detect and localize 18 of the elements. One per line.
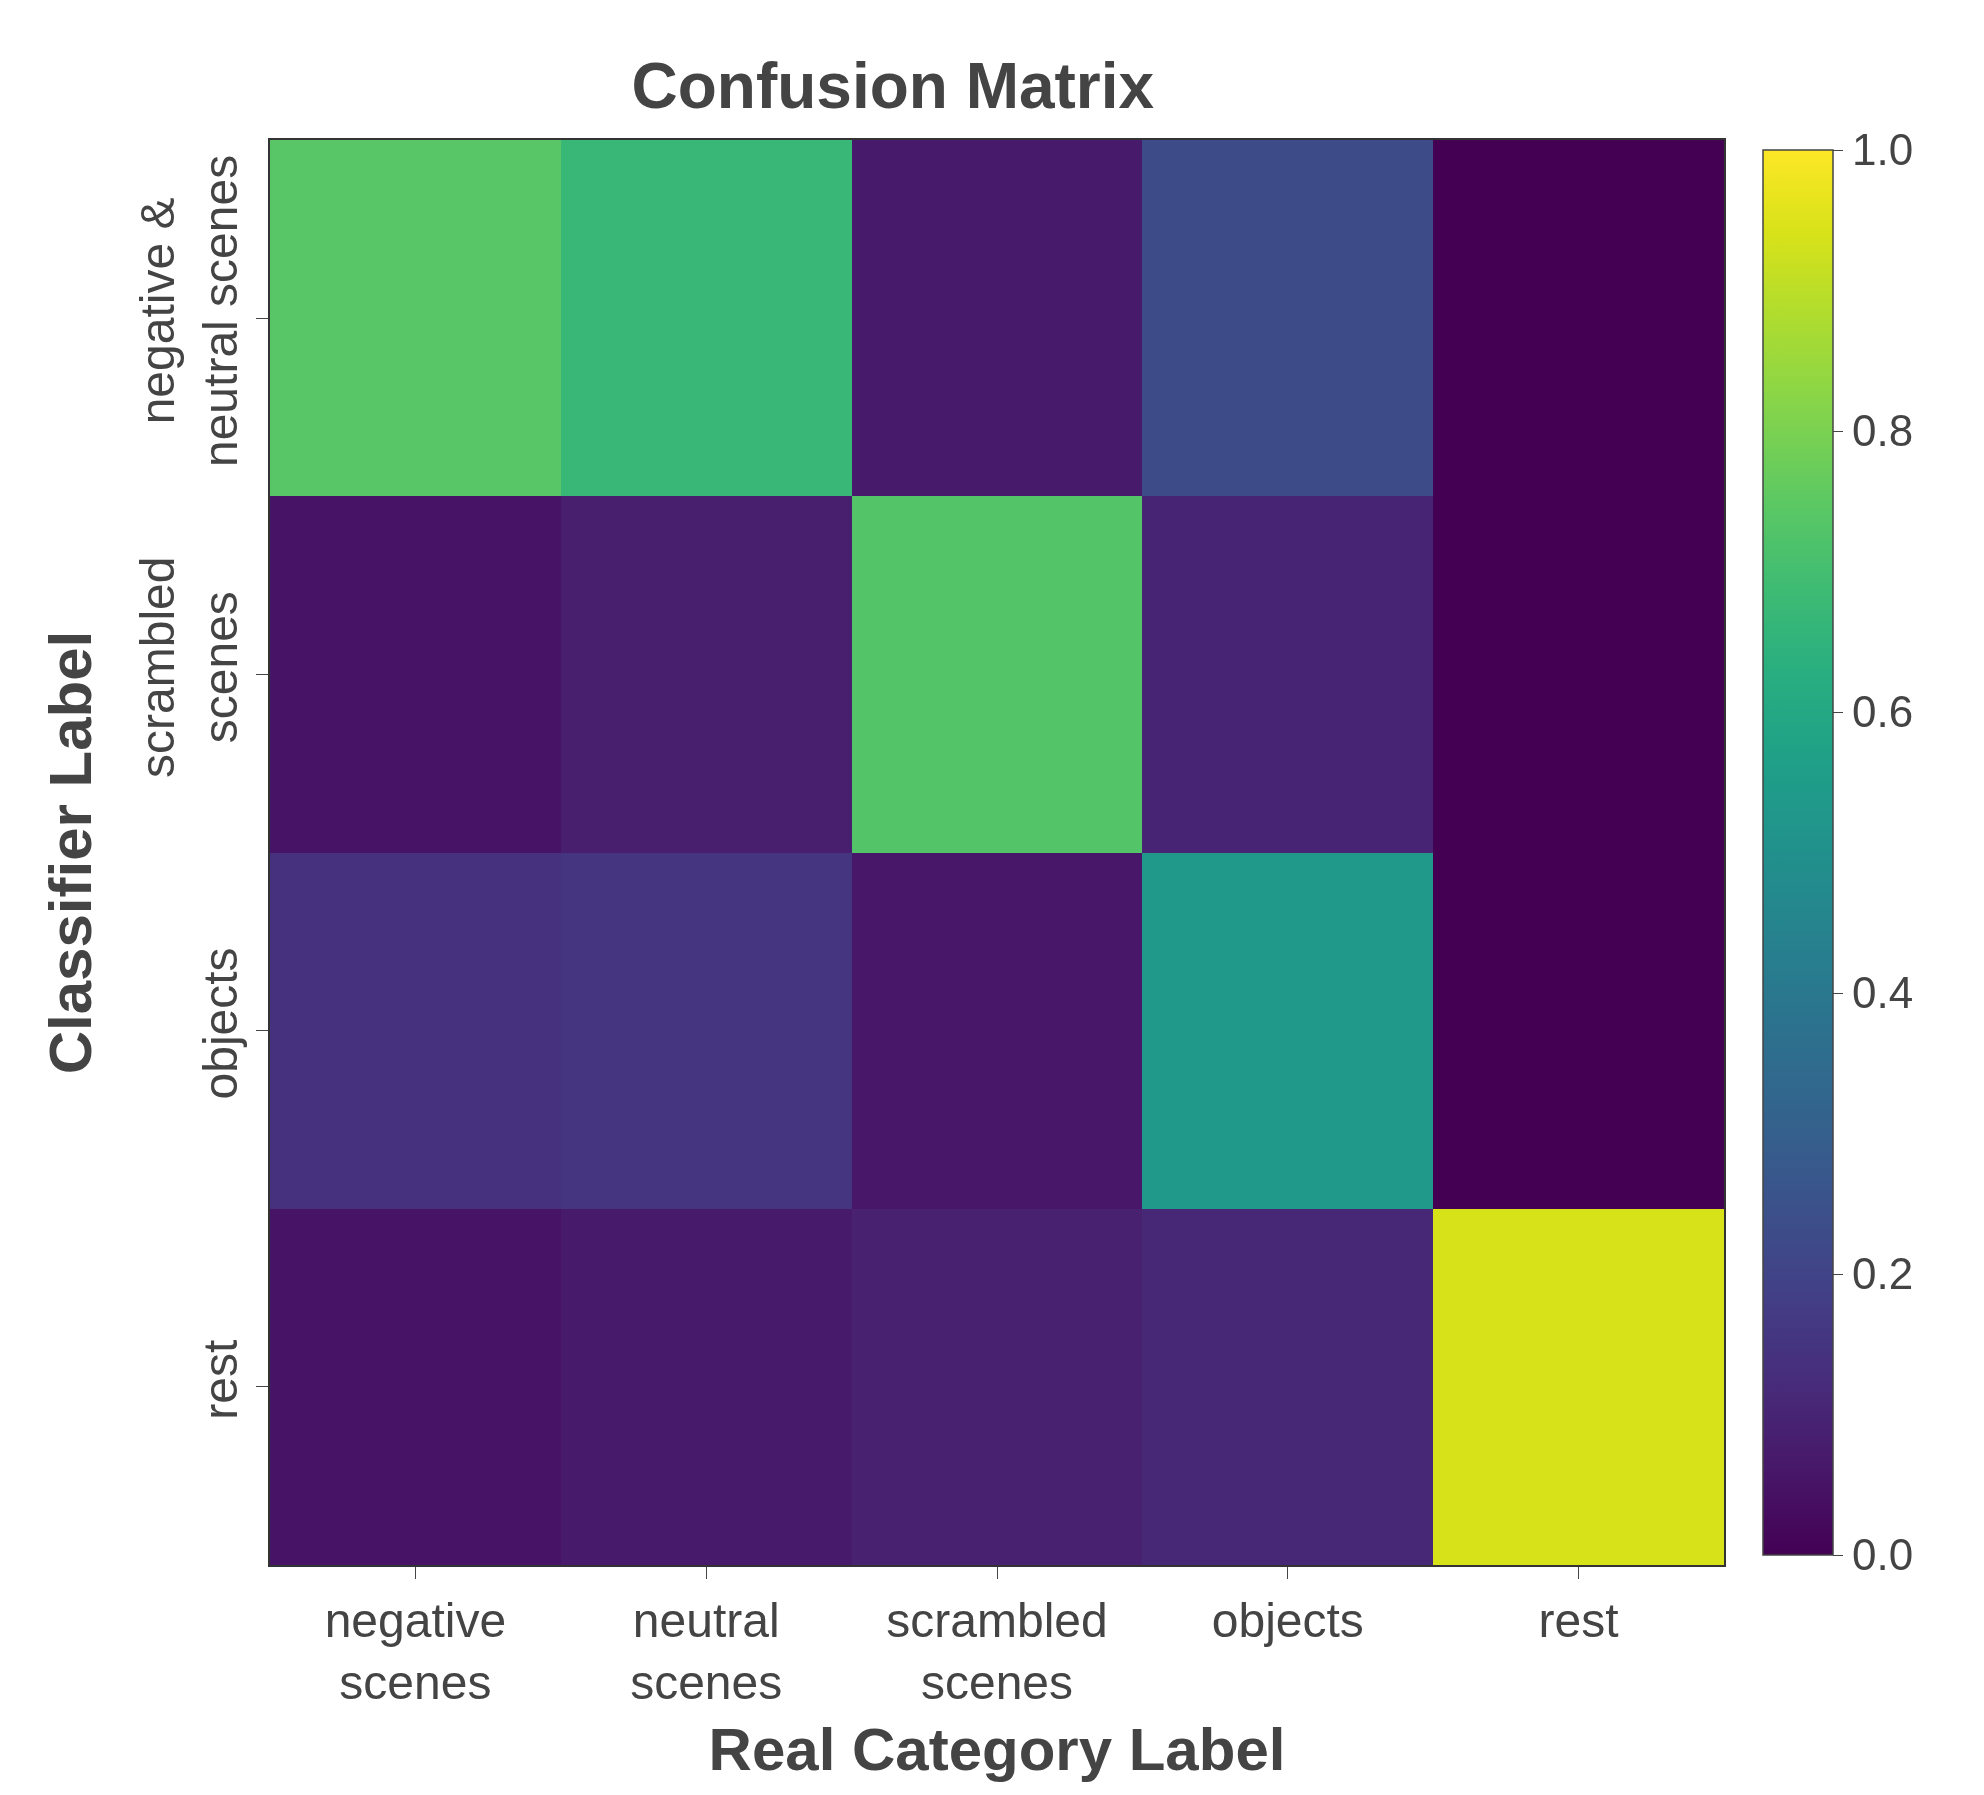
x-tick-label: objects (1211, 1593, 1364, 1647)
color-bar-label: 0.6 (1852, 687, 1914, 737)
y-axis-title: Classifier Label (37, 630, 105, 1075)
x-tick-label: neutral scenes (630, 1593, 783, 1709)
color-bar-label: 0.8 (1852, 406, 1914, 456)
chart-title: Confusion Matrix (631, 49, 1155, 122)
color-bar-label: 0.0 (1852, 1530, 1914, 1580)
x-tick-label: negative scenes (324, 1593, 507, 1709)
y-tick-label: rest (193, 1339, 247, 1420)
x-tick-label: rest (1538, 1593, 1619, 1647)
y-tick-label: objects (193, 947, 247, 1100)
color-bar-label: 1.0 (1852, 125, 1914, 175)
x-axis-title: Real Category Label (708, 1716, 1286, 1783)
color-bar-label: 0.2 (1852, 1249, 1914, 1299)
y-tick-label: scrambled scenes (131, 556, 247, 778)
y-tick-label: negative & neutral scenes (131, 154, 247, 468)
x-tick-label: scrambled scenes (886, 1593, 1108, 1709)
color-bar-label: 0.4 (1852, 968, 1914, 1018)
